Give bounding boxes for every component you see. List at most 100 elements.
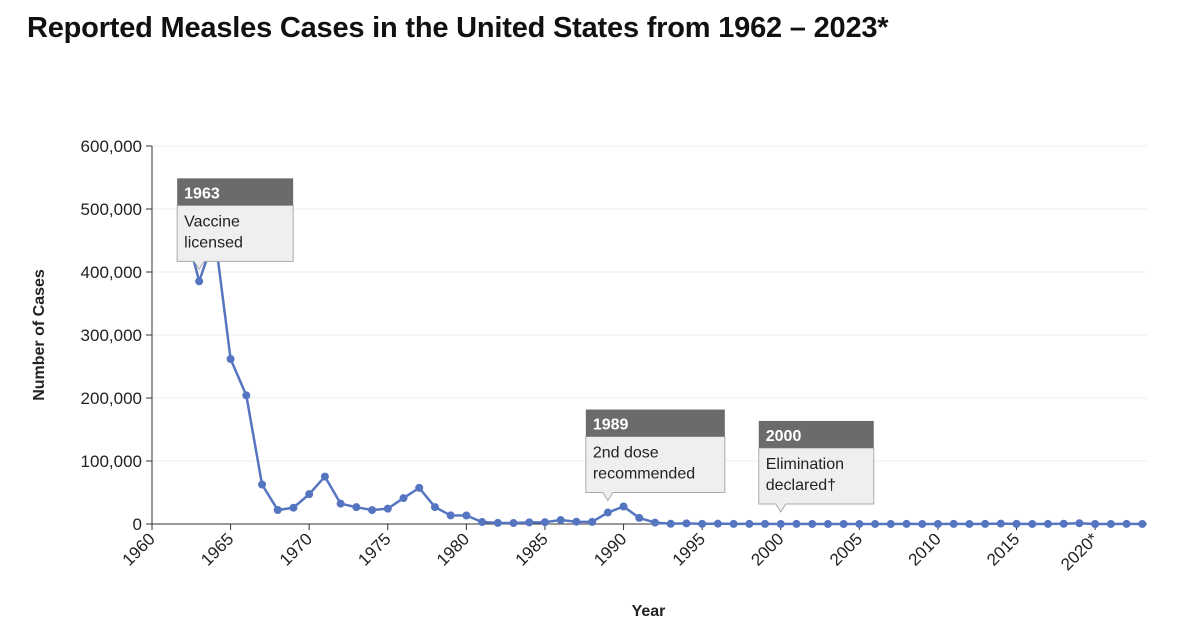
x-tick-label: 1965	[197, 529, 237, 569]
x-tick-label: 1975	[354, 529, 394, 569]
x-tick-label: 1960	[119, 529, 159, 569]
x-axis-label: Year	[632, 603, 666, 618]
data-point	[493, 518, 502, 527]
y-tick-label: 0	[133, 515, 142, 534]
data-point	[289, 503, 298, 512]
annotation-year: 1963	[184, 185, 220, 202]
data-point	[399, 494, 408, 503]
x-axis-ticks: 1960 1965 1970 1975 1980 1985 1990 1995 2000 2005…	[119, 524, 1102, 574]
data-point	[305, 490, 314, 499]
data-point	[572, 517, 581, 526]
data-point	[352, 503, 361, 512]
annotation-body	[758, 447, 875, 513]
data-point	[1106, 519, 1115, 528]
data-point	[776, 519, 785, 528]
data-point	[1075, 519, 1084, 528]
annotation-year: 2000	[766, 428, 802, 445]
data-point	[556, 516, 565, 525]
x-tick-label: 1985	[512, 529, 552, 569]
data-point	[855, 519, 864, 528]
annotation-body	[585, 436, 726, 502]
y-axis-label: Number of Cases	[31, 269, 48, 401]
annotation-text: Elimination	[766, 456, 844, 473]
data-point	[792, 519, 801, 528]
data-point	[682, 519, 691, 528]
annotation-text: Vaccine	[184, 213, 240, 230]
annotation-header	[177, 178, 294, 206]
data-point	[509, 519, 518, 528]
data-point	[745, 519, 754, 528]
y-tick-label: 100,000	[81, 452, 142, 471]
data-point	[949, 519, 958, 528]
data-point	[1059, 519, 1068, 528]
data-point	[336, 499, 345, 508]
x-tick-label: 1970	[276, 529, 316, 569]
data-point	[430, 503, 439, 512]
x-tick-label: 2005	[826, 529, 866, 569]
annotation-text: 2nd dose	[593, 445, 659, 462]
data-point	[1138, 519, 1147, 528]
annotation-header	[758, 420, 874, 448]
data-point	[368, 506, 377, 515]
y-tick-label: 500,000	[81, 200, 142, 219]
data-point	[446, 511, 455, 520]
data-point	[902, 519, 911, 528]
data-point	[273, 505, 282, 514]
data-point	[1043, 519, 1052, 528]
annotation-text: recommended	[593, 466, 695, 483]
data-point	[713, 519, 722, 528]
data-point	[383, 504, 392, 513]
data-point	[933, 519, 942, 528]
y-axis-ticks: 0 100,000 200,000 300,000 400,000 500,000 600,…	[81, 137, 152, 534]
data-point	[808, 519, 817, 528]
data-point	[415, 483, 424, 492]
data-point	[1028, 519, 1037, 528]
data-point	[258, 480, 267, 489]
data-point	[478, 518, 487, 527]
data-point	[965, 519, 974, 528]
annotation-year: 1989	[593, 417, 629, 434]
annotation-callout: 2000 Elimination declared†	[758, 420, 875, 513]
x-tick-label: 2020*	[1057, 529, 1102, 574]
y-tick-label: 200,000	[81, 389, 142, 408]
data-point	[981, 519, 990, 528]
data-point	[320, 472, 329, 481]
data-point	[619, 502, 628, 511]
data-point	[242, 391, 251, 400]
data-point	[226, 355, 235, 364]
annotation-callout: 1963 Vaccine licensed	[176, 178, 294, 271]
data-point	[886, 519, 895, 528]
data-point	[651, 518, 660, 527]
data-point	[823, 519, 832, 528]
chart-title: Reported Measles Cases in the United Sta…	[27, 12, 889, 44]
data-point	[918, 519, 927, 528]
data-point	[729, 519, 738, 528]
data-point	[996, 519, 1005, 528]
data-point	[761, 519, 770, 528]
data-point	[195, 277, 204, 286]
data-point	[462, 511, 471, 520]
data-point	[540, 518, 549, 527]
annotations: 1963 Vaccine licensed 1989 2nd dose recommend…	[176, 178, 875, 513]
data-point	[839, 519, 848, 528]
data-point	[1091, 519, 1100, 528]
grid-lines	[152, 145, 1147, 462]
annotation-callout: 1989 2nd dose recommended	[585, 409, 726, 502]
data-point	[666, 519, 675, 528]
data-point	[1122, 519, 1131, 528]
y-tick-label: 400,000	[81, 263, 142, 282]
annotation-body	[176, 204, 294, 271]
x-tick-label: 1980	[433, 529, 473, 569]
x-tick-label: 2015	[983, 529, 1023, 569]
x-tick-label: 2000	[747, 529, 787, 569]
data-series	[179, 216, 1147, 528]
x-tick-label: 1990	[590, 529, 630, 569]
annotation-text: declared†	[766, 477, 836, 494]
annotation-header	[585, 409, 725, 437]
y-tick-label: 300,000	[81, 326, 142, 345]
y-tick-label: 600,000	[81, 137, 142, 156]
data-point	[603, 508, 612, 517]
data-point	[871, 519, 880, 528]
data-point	[588, 517, 597, 526]
